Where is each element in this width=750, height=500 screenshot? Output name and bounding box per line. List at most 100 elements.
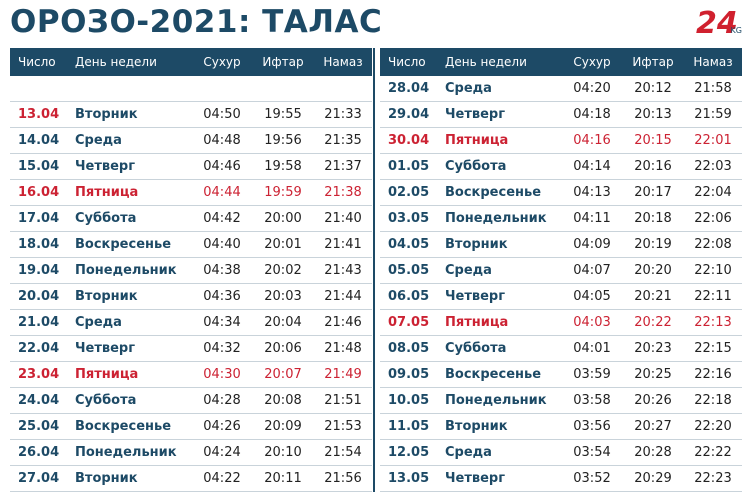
time-cell: 21:56 <box>324 471 362 486</box>
time-cell: 21:37 <box>324 159 362 174</box>
day-cell: Понедельник <box>75 263 177 278</box>
table-row: 06.05 Четверг 04:05 20:21 22:11 <box>380 284 742 310</box>
time-cell: 21:44 <box>324 289 362 304</box>
day-cell: Четверг <box>75 159 135 174</box>
time-cell: 20:07 <box>264 367 302 382</box>
day-cell: Четверг <box>445 471 505 486</box>
time-cell: 04:03 <box>573 315 611 330</box>
column-header: День недели <box>75 55 157 69</box>
table-row: 25.04 Воскресенье 04:26 20:09 21:53 <box>10 414 372 440</box>
table-row: 26.04 Понедельник 04:24 20:10 21:54 <box>10 440 372 466</box>
time-cell: 21:51 <box>324 393 362 408</box>
table-row: 03.05 Понедельник 04:11 20:18 22:06 <box>380 206 742 232</box>
time-cell: 04:50 <box>203 107 241 122</box>
time-cell: 20:06 <box>264 341 302 356</box>
date-cell: 29.04 <box>388 107 430 122</box>
day-cell: Вторник <box>445 237 508 252</box>
time-cell: 21:35 <box>324 133 362 148</box>
time-cell: 19:58 <box>264 159 302 174</box>
table-row: 08.05 Суббота 04:01 20:23 22:15 <box>380 336 742 362</box>
time-cell: 03:56 <box>573 419 611 434</box>
time-cell: 03:59 <box>573 367 611 382</box>
time-cell: 20:03 <box>264 289 302 304</box>
table-row: 10.05 Понедельник 03:58 20:26 22:18 <box>380 388 742 414</box>
time-cell: 04:05 <box>573 289 611 304</box>
date-cell: 01.05 <box>388 159 430 174</box>
day-cell: Понедельник <box>75 445 177 460</box>
column-header: Ифтар <box>632 55 674 69</box>
column-header: Намаз <box>693 55 733 69</box>
time-cell: 20:19 <box>634 237 672 252</box>
table-row: 11.05 Вторник 03:56 20:27 22:20 <box>380 414 742 440</box>
time-cell: 22:20 <box>694 419 732 434</box>
date-cell: 17.04 <box>18 211 60 226</box>
logo-number: 24 <box>696 6 738 41</box>
date-cell: 30.04 <box>388 133 430 148</box>
time-cell: 04:11 <box>573 211 611 226</box>
time-cell: 20:29 <box>634 471 672 486</box>
day-cell: Воскресенье <box>75 419 172 434</box>
time-cell: 04:34 <box>203 315 241 330</box>
date-cell: 04.05 <box>388 237 430 252</box>
time-cell: 04:24 <box>203 445 241 460</box>
time-cell: 21:41 <box>324 237 362 252</box>
table-row: 21.04 Среда 04:34 20:04 21:46 <box>10 310 372 336</box>
time-cell: 20:17 <box>634 185 672 200</box>
day-cell: Четверг <box>75 341 135 356</box>
time-cell: 04:14 <box>573 159 611 174</box>
day-cell: Вторник <box>75 471 138 486</box>
date-cell: 02.05 <box>388 185 430 200</box>
day-cell: Пятница <box>75 185 139 200</box>
time-cell: 20:10 <box>264 445 302 460</box>
time-cell: 04:20 <box>573 81 611 96</box>
date-cell: 22.04 <box>18 341 60 356</box>
time-cell: 21:59 <box>694 107 732 122</box>
date-cell: 16.04 <box>18 185 60 200</box>
table-row: 28.04 Среда 04:20 20:12 21:58 <box>380 76 742 102</box>
column-header: Сухур <box>573 55 611 69</box>
date-cell: 21.04 <box>18 315 60 330</box>
time-cell: 20:27 <box>634 419 672 434</box>
date-cell: 05.05 <box>388 263 430 278</box>
time-cell: 21:38 <box>324 185 362 200</box>
column-header: Число <box>388 55 426 69</box>
time-cell: 19:56 <box>264 133 302 148</box>
time-cell: 20:23 <box>634 341 672 356</box>
day-cell: Среда <box>445 445 492 460</box>
table-row: 23.04 Пятница 04:30 20:07 21:49 <box>10 362 372 388</box>
header-row: Число День недели Сухур Ифтар Намаз <box>380 48 742 76</box>
time-cell: 04:42 <box>203 211 241 226</box>
date-cell: 18.04 <box>18 237 60 252</box>
day-cell: Четверг <box>445 289 505 304</box>
table-row: 13.04 Вторник 04:50 19:55 21:33 <box>10 102 372 128</box>
time-cell: 20:12 <box>634 81 672 96</box>
date-cell: 10.05 <box>388 393 430 408</box>
date-cell: 06.05 <box>388 289 430 304</box>
time-cell: 20:11 <box>264 471 302 486</box>
time-cell: 22:18 <box>694 393 732 408</box>
time-cell: 20:00 <box>264 211 302 226</box>
time-cell: 04:01 <box>573 341 611 356</box>
table-row: 09.05 Воскресенье 03:59 20:25 22:16 <box>380 362 742 388</box>
table-row: 13.05 Четверг 03:52 20:29 22:23 <box>380 466 742 492</box>
time-cell: 20:15 <box>634 133 672 148</box>
table-row: 01.05 Суббота 04:14 20:16 22:03 <box>380 154 742 180</box>
table-row: 02.05 Воскресенье 04:13 20:17 22:04 <box>380 180 742 206</box>
day-cell: Воскресенье <box>445 367 542 382</box>
time-cell: 22:10 <box>694 263 732 278</box>
header-row: Число День недели Сухур Ифтар Намаз <box>10 48 372 76</box>
time-cell: 20:02 <box>264 263 302 278</box>
empty-row <box>10 76 372 102</box>
column-header: Ифтар <box>262 55 304 69</box>
column-header: Сухур <box>203 55 241 69</box>
time-cell: 04:22 <box>203 471 241 486</box>
table-row: 05.05 Среда 04:07 20:20 22:10 <box>380 258 742 284</box>
time-cell: 21:49 <box>324 367 362 382</box>
time-cell: 21:33 <box>324 107 362 122</box>
date-cell: 13.04 <box>18 107 60 122</box>
time-cell: 22:06 <box>694 211 732 226</box>
date-cell: 09.05 <box>388 367 430 382</box>
time-cell: 21:54 <box>324 445 362 460</box>
date-cell: 26.04 <box>18 445 60 460</box>
